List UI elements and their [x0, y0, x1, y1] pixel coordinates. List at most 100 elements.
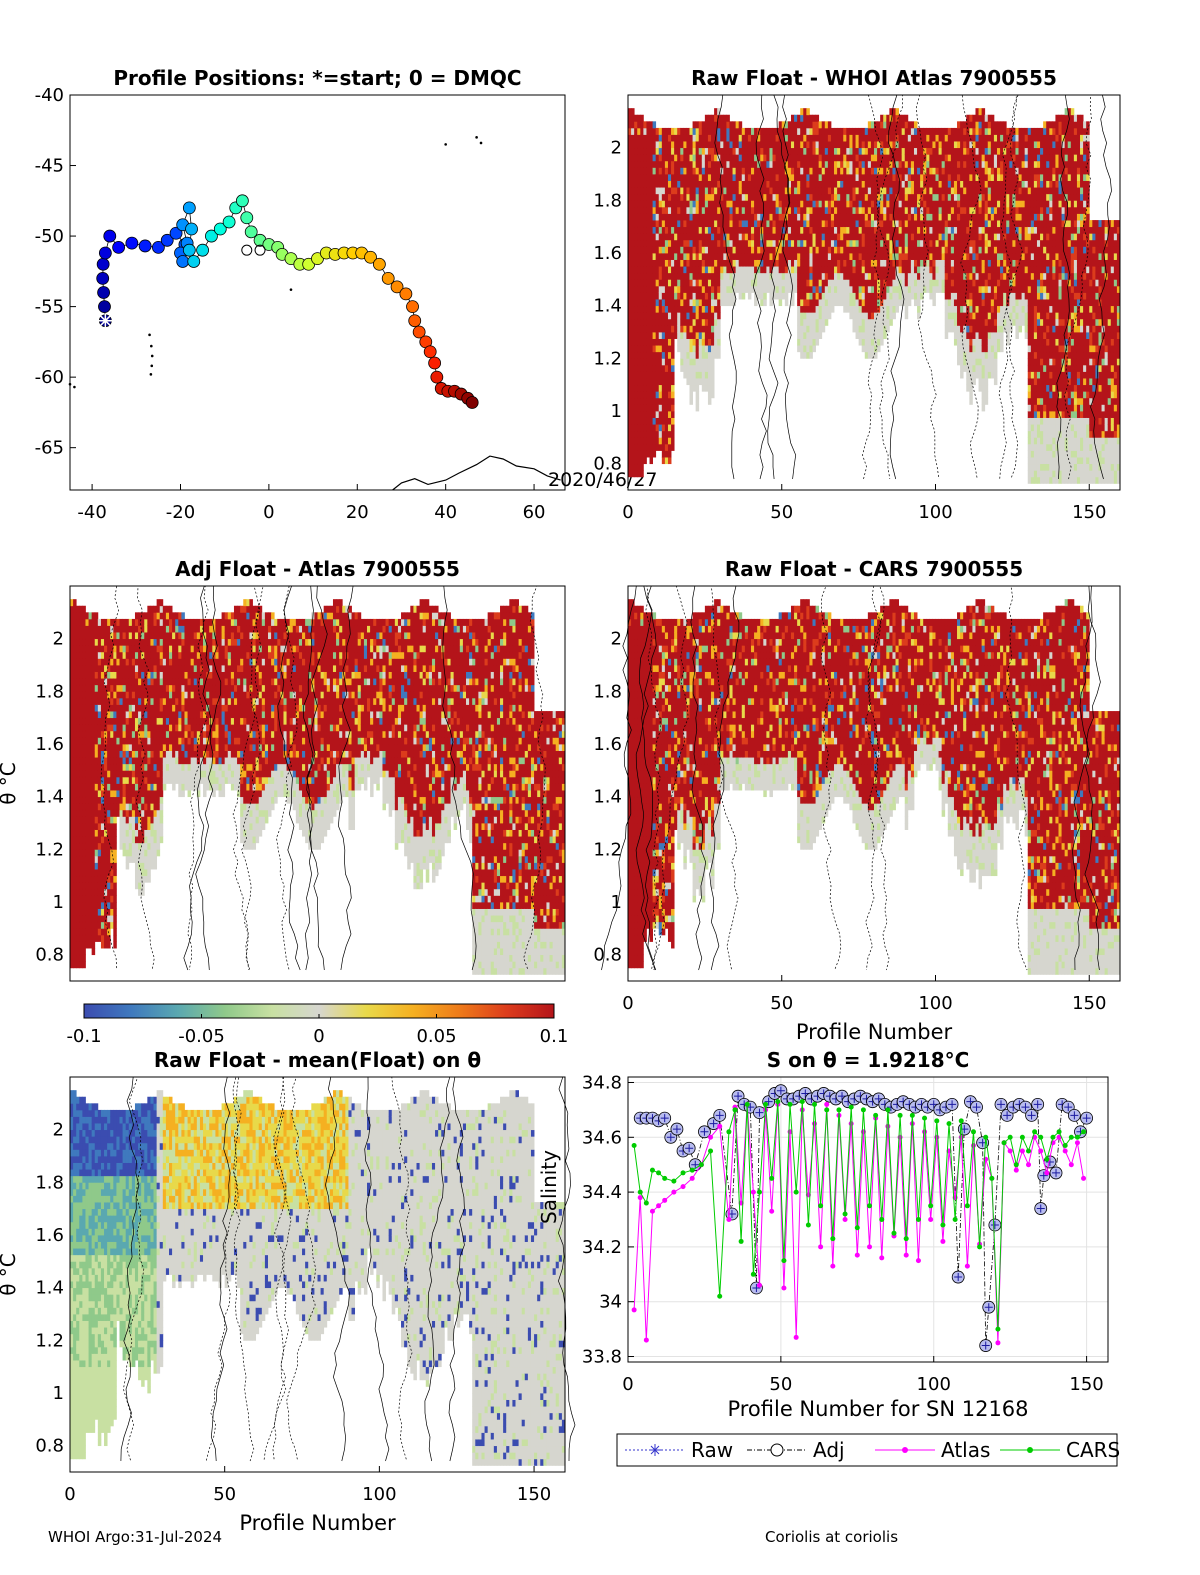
heatmap-cell	[856, 306, 859, 313]
heatmap-cell	[862, 135, 865, 142]
heatmap-cell	[816, 214, 819, 221]
heatmap-cell	[819, 299, 822, 306]
heatmap-cell	[668, 273, 671, 280]
heatmap-cell	[723, 141, 726, 148]
heatmap-cell	[936, 286, 939, 293]
heatmap-cell	[1028, 358, 1031, 365]
heatmap-cell	[705, 187, 708, 194]
heatmap-cell	[834, 167, 837, 174]
heatmap-cell	[748, 207, 751, 214]
heatmap-cell	[960, 306, 963, 313]
heatmap-cell	[899, 135, 902, 142]
heatmap-cell	[911, 279, 914, 286]
heatmap-cell	[668, 128, 671, 135]
heatmap-cell	[840, 181, 843, 188]
heatmap-cell	[874, 299, 877, 306]
heatmap-cell	[1022, 148, 1025, 155]
heatmap-cell	[653, 207, 656, 214]
heatmap-cell	[1022, 266, 1025, 273]
heatmap-cell	[803, 233, 806, 240]
heatmap-cell	[769, 148, 772, 155]
heatmap-cell	[797, 214, 800, 221]
heatmap-cell	[705, 220, 708, 227]
heatmap-cell	[819, 306, 822, 313]
heatmap-cell	[662, 154, 665, 161]
heatmap-cell	[711, 154, 714, 161]
heatmap-cell	[665, 444, 668, 451]
heatmap-cell	[856, 161, 859, 168]
heatmap-cell	[969, 115, 972, 122]
heatmap-cell	[671, 220, 674, 227]
heatmap-cell	[942, 148, 945, 155]
y-tick-label: -65	[35, 438, 64, 459]
heatmap-cell	[966, 214, 969, 221]
heatmap-cell	[640, 181, 643, 188]
heatmap-cell	[868, 260, 871, 267]
heatmap-cell	[816, 167, 819, 174]
heatmap-cell	[708, 398, 711, 405]
heatmap-cell	[911, 167, 914, 174]
heatmap-cell	[643, 273, 646, 280]
heatmap-cell	[637, 260, 640, 267]
heatmap-cell	[628, 444, 631, 451]
heatmap-cell	[871, 187, 874, 194]
heatmap-cell	[736, 174, 739, 181]
heatmap-cell	[880, 154, 883, 161]
heatmap-cell	[1037, 418, 1040, 425]
heatmap-cell	[948, 266, 951, 273]
heatmap-cell	[926, 194, 929, 201]
heatmap-cell	[1009, 227, 1012, 234]
heatmap-cell	[708, 121, 711, 128]
heatmap-cell	[1028, 207, 1031, 214]
heatmap-cell	[1040, 339, 1043, 346]
heatmap-cell	[886, 240, 889, 247]
heatmap-cell	[1037, 148, 1040, 155]
heatmap-cell	[997, 220, 1000, 227]
heatmap-cell	[883, 220, 886, 227]
heatmap-cell	[683, 332, 686, 339]
heatmap-cell	[917, 312, 920, 319]
heatmap-cell	[957, 154, 960, 161]
heatmap-cell	[1043, 391, 1046, 398]
heatmap-cell	[852, 293, 855, 300]
heatmap-cell	[690, 352, 693, 359]
heatmap-cell	[668, 385, 671, 392]
heatmap-cell	[822, 141, 825, 148]
heatmap-cell	[908, 135, 911, 142]
heatmap-cell	[794, 174, 797, 181]
heatmap-cell	[939, 194, 942, 201]
heatmap-cell	[843, 306, 846, 313]
heatmap-cell	[800, 148, 803, 155]
heatmap-cell	[766, 154, 769, 161]
heatmap-cell	[637, 385, 640, 392]
heatmap-cell	[677, 339, 680, 346]
heatmap-cell	[656, 200, 659, 207]
heatmap-cell	[806, 214, 809, 221]
heatmap-cell	[892, 312, 895, 319]
heatmap-cell	[985, 161, 988, 168]
heatmap-cell	[659, 266, 662, 273]
heatmap-cell	[1031, 148, 1034, 155]
heatmap-cell	[868, 135, 871, 142]
heatmap-cell	[929, 194, 932, 201]
heatmap-cell	[856, 187, 859, 194]
heatmap-cell	[979, 319, 982, 326]
heatmap-cell	[726, 266, 729, 273]
heatmap-cell	[646, 319, 649, 326]
heatmap-cell	[723, 121, 726, 128]
heatmap-cell	[877, 233, 880, 240]
heatmap-cell	[849, 266, 852, 273]
heatmap-cell	[683, 161, 686, 168]
heatmap-cell	[671, 339, 674, 346]
heatmap-cell	[865, 345, 868, 352]
heatmap-cell	[640, 299, 643, 306]
heatmap-cell	[1034, 451, 1037, 458]
heatmap-cell	[979, 108, 982, 115]
heatmap-cell	[1040, 319, 1043, 326]
heatmap-cell	[819, 293, 822, 300]
heatmap-cell	[942, 227, 945, 234]
heatmap-cell	[1022, 181, 1025, 188]
heatmap-cell	[640, 200, 643, 207]
heatmap-cell	[859, 339, 862, 346]
heatmap-cell	[628, 404, 631, 411]
